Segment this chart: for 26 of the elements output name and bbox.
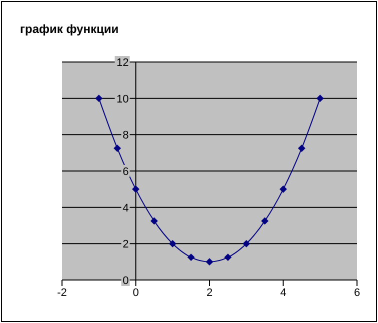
point <box>188 254 195 261</box>
point <box>206 258 213 266</box>
x-tick-label: 0 <box>132 286 139 299</box>
x-tick-label: 2 <box>206 286 213 299</box>
x-tick-label: 6 <box>354 286 360 299</box>
y-tick-label: 4 <box>122 202 129 214</box>
y-tick-label: 6 <box>122 166 129 178</box>
x-tick-label: 4 <box>280 286 286 299</box>
point <box>316 94 324 102</box>
point <box>280 186 287 193</box>
y-tick-label: 8 <box>122 130 129 142</box>
point <box>261 217 268 224</box>
x-tick-label: -2 <box>57 286 67 299</box>
point <box>132 186 140 193</box>
point <box>114 144 121 152</box>
point <box>95 94 102 102</box>
chart-title: график функции <box>20 22 119 36</box>
y-tick-label: 0 <box>122 275 129 287</box>
point <box>224 254 232 261</box>
point <box>242 240 250 248</box>
point <box>169 240 176 248</box>
y-tick-label: 12 <box>116 57 129 69</box>
point <box>150 217 158 224</box>
point <box>298 144 306 152</box>
y-tick-label: 2 <box>122 238 129 251</box>
y-tick-label: 10 <box>116 93 129 106</box>
